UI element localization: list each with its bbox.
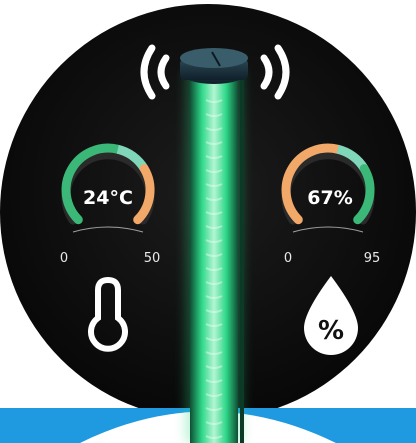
tube-ridge [205,113,223,117]
tube-ridge [205,211,223,215]
temperature-gauge-baseline [72,226,144,233]
tube-ridge [205,155,223,159]
tube-ridge [205,127,223,131]
thermometer-icon [88,276,128,352]
tube-ridge [205,351,223,355]
tube-ridge [205,281,223,285]
tube-ridge [205,295,223,299]
tube-ridge [205,197,223,201]
humidity-gauge-arc [281,143,343,225]
tube-ridge [205,141,223,145]
tube-ridge [205,407,223,411]
tube-ridge [205,365,223,369]
temperature-value: 24°C [83,187,133,209]
humidity-max-label: 95 [364,251,381,266]
humidity-value: 67% [307,187,352,209]
tube-ridge [205,267,223,271]
temperature-max-label: 50 [144,251,161,266]
tube-ridge [205,99,223,103]
humidity-gauge-high-arc [353,164,375,225]
temperature-min-label: 0 [60,251,68,266]
tube-ridge [205,183,223,187]
tube-ridge [205,337,223,341]
humidity-drop-icon: % [304,276,358,355]
tube-ridge [205,323,223,327]
tube-ridge [205,421,223,425]
humidity-min-label: 0 [284,251,292,266]
tube-ridge [205,309,223,313]
tube-ridge [205,379,223,383]
tube-ridge [205,393,223,397]
humidity-gauge: 67% 0 95 [281,143,381,266]
sensor-tube-icon [180,48,248,443]
tube-ridge [205,239,223,243]
tube-ridge [205,253,223,257]
temperature-gauge: 24°C 0 50 [60,143,161,266]
tube-ridge [205,435,223,439]
temperature-gauge-arc [61,143,123,225]
wireless-signal-icon [140,44,290,100]
humidity-drop-icon-label: % [318,316,344,346]
humidity-gauge-baseline [292,226,364,233]
tube-ridge [205,169,223,173]
temperature-gauge-high-arc [133,164,155,225]
tube-ridge [205,225,223,229]
